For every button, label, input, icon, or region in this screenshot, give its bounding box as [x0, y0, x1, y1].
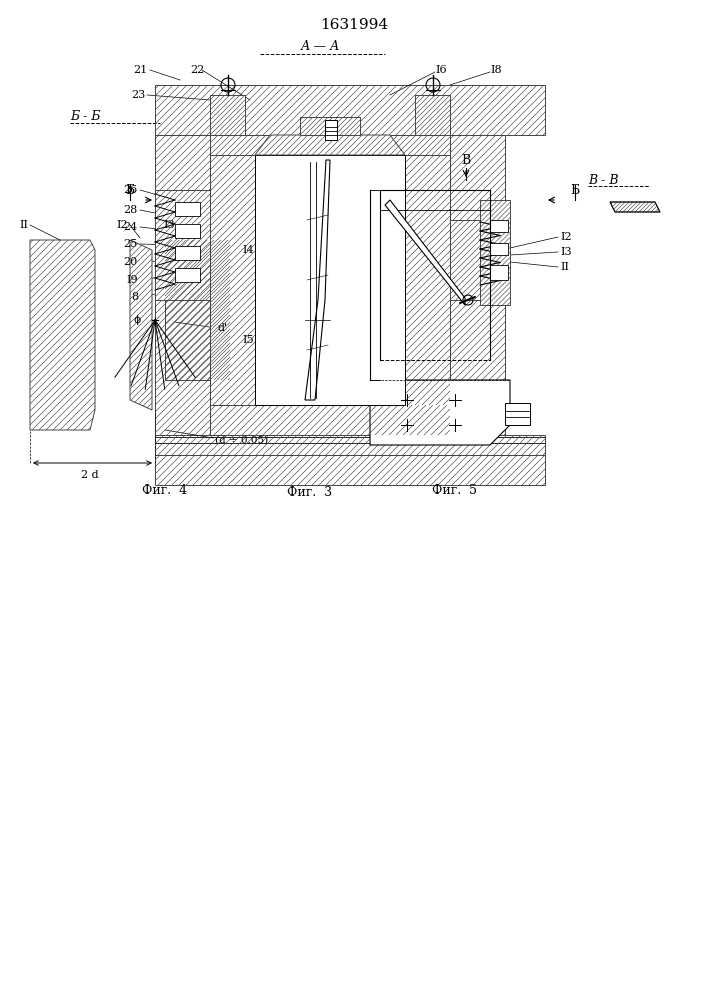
Bar: [505, 403, 530, 425]
Bar: [175, 268, 200, 282]
Text: I2: I2: [344, 255, 355, 265]
Text: Б: Б: [571, 184, 580, 196]
Text: I3: I3: [344, 285, 355, 295]
Text: А — А: А — А: [300, 40, 340, 53]
Text: 23: 23: [131, 90, 145, 100]
Polygon shape: [130, 240, 152, 410]
Bar: [490, 265, 508, 280]
Text: I4: I4: [242, 245, 254, 255]
Polygon shape: [610, 202, 660, 212]
Bar: [175, 224, 200, 238]
Text: Фиг.  4: Фиг. 4: [142, 484, 187, 496]
Text: I5: I5: [242, 335, 254, 345]
Text: В: В: [462, 153, 471, 166]
Text: 8: 8: [131, 292, 138, 302]
Text: I6: I6: [435, 65, 447, 75]
Text: 2 d: 2 d: [81, 470, 99, 480]
Text: I9: I9: [127, 275, 138, 285]
Text: II: II: [19, 220, 28, 230]
Text: В - В: В - В: [588, 174, 619, 186]
Polygon shape: [30, 240, 95, 430]
Text: ϕ: ϕ: [134, 315, 141, 325]
Text: 1631994: 1631994: [320, 18, 388, 32]
Polygon shape: [155, 190, 210, 300]
Text: 20: 20: [124, 257, 138, 267]
Polygon shape: [385, 200, 465, 305]
Text: 24: 24: [124, 222, 138, 232]
Polygon shape: [210, 95, 245, 135]
Bar: [490, 220, 508, 232]
Text: 26: 26: [124, 185, 138, 195]
Polygon shape: [210, 405, 450, 435]
Text: I8: I8: [490, 65, 502, 75]
Polygon shape: [155, 435, 545, 455]
Text: d': d': [218, 323, 228, 333]
Text: (d ÷ 0,05): (d ÷ 0,05): [215, 436, 268, 444]
Bar: [175, 202, 200, 216]
Text: I2: I2: [560, 232, 572, 242]
Polygon shape: [450, 220, 480, 300]
Text: 28: 28: [124, 205, 138, 215]
Bar: [255, 155, 405, 405]
Polygon shape: [155, 455, 545, 485]
Text: 21: 21: [134, 65, 148, 75]
Polygon shape: [255, 135, 405, 155]
Text: I3: I3: [163, 220, 175, 230]
Polygon shape: [300, 117, 360, 135]
Polygon shape: [480, 200, 510, 305]
Polygon shape: [450, 135, 505, 435]
Text: II: II: [346, 223, 355, 233]
Bar: [175, 246, 200, 260]
Polygon shape: [165, 240, 230, 380]
Text: Б: Б: [125, 184, 134, 196]
Text: I2: I2: [117, 220, 128, 230]
Polygon shape: [405, 155, 450, 405]
Text: Фиг.  5: Фиг. 5: [433, 484, 477, 496]
Polygon shape: [210, 135, 450, 155]
Text: 22: 22: [190, 65, 204, 75]
Bar: [325, 120, 337, 140]
Bar: [490, 243, 508, 255]
Text: 25: 25: [124, 239, 138, 249]
Polygon shape: [305, 160, 330, 400]
Text: I3: I3: [560, 247, 572, 257]
Text: II: II: [560, 262, 569, 272]
Polygon shape: [155, 85, 545, 135]
Text: В: В: [358, 153, 368, 166]
Text: Б - Б: Б - Б: [70, 110, 100, 123]
Polygon shape: [155, 135, 210, 435]
Polygon shape: [415, 95, 450, 135]
Polygon shape: [370, 380, 510, 445]
Polygon shape: [210, 155, 255, 405]
Text: Фиг.  3: Фиг. 3: [288, 487, 332, 499]
